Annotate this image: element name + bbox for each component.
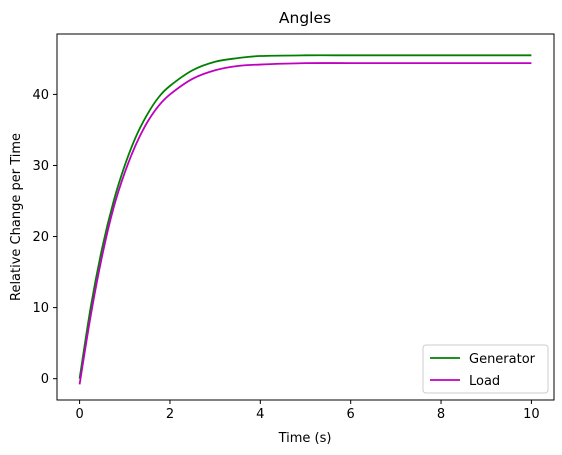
x-tick-label: 8	[437, 407, 445, 422]
legend-label-generator: Generator	[469, 352, 536, 367]
x-tick-label: 2	[166, 407, 174, 422]
series-line-load	[78, 62, 532, 385]
y-tick-label: 40	[32, 88, 49, 103]
legend: Generator Load	[422, 344, 549, 394]
x-tick-label: 0	[75, 407, 83, 422]
y-tick-label: 10	[32, 301, 49, 316]
x-tick-label: 6	[347, 407, 355, 422]
x-tick-label: 10	[523, 407, 540, 422]
y-tick-label: 30	[32, 159, 49, 174]
y-tick-label: 0	[41, 372, 49, 387]
y-axis-title: Relative Change per Time	[9, 133, 24, 301]
x-axis-title: Time (s)	[278, 431, 332, 446]
x-tick-label: 4	[256, 407, 264, 422]
y-tick-label: 20	[32, 230, 49, 245]
series-line-generator	[78, 54, 532, 379]
legend-box	[422, 344, 549, 394]
legend-label-load: Load	[469, 374, 500, 389]
plot-area-frame	[56, 33, 555, 401]
chart-title: Angles	[279, 9, 331, 27]
